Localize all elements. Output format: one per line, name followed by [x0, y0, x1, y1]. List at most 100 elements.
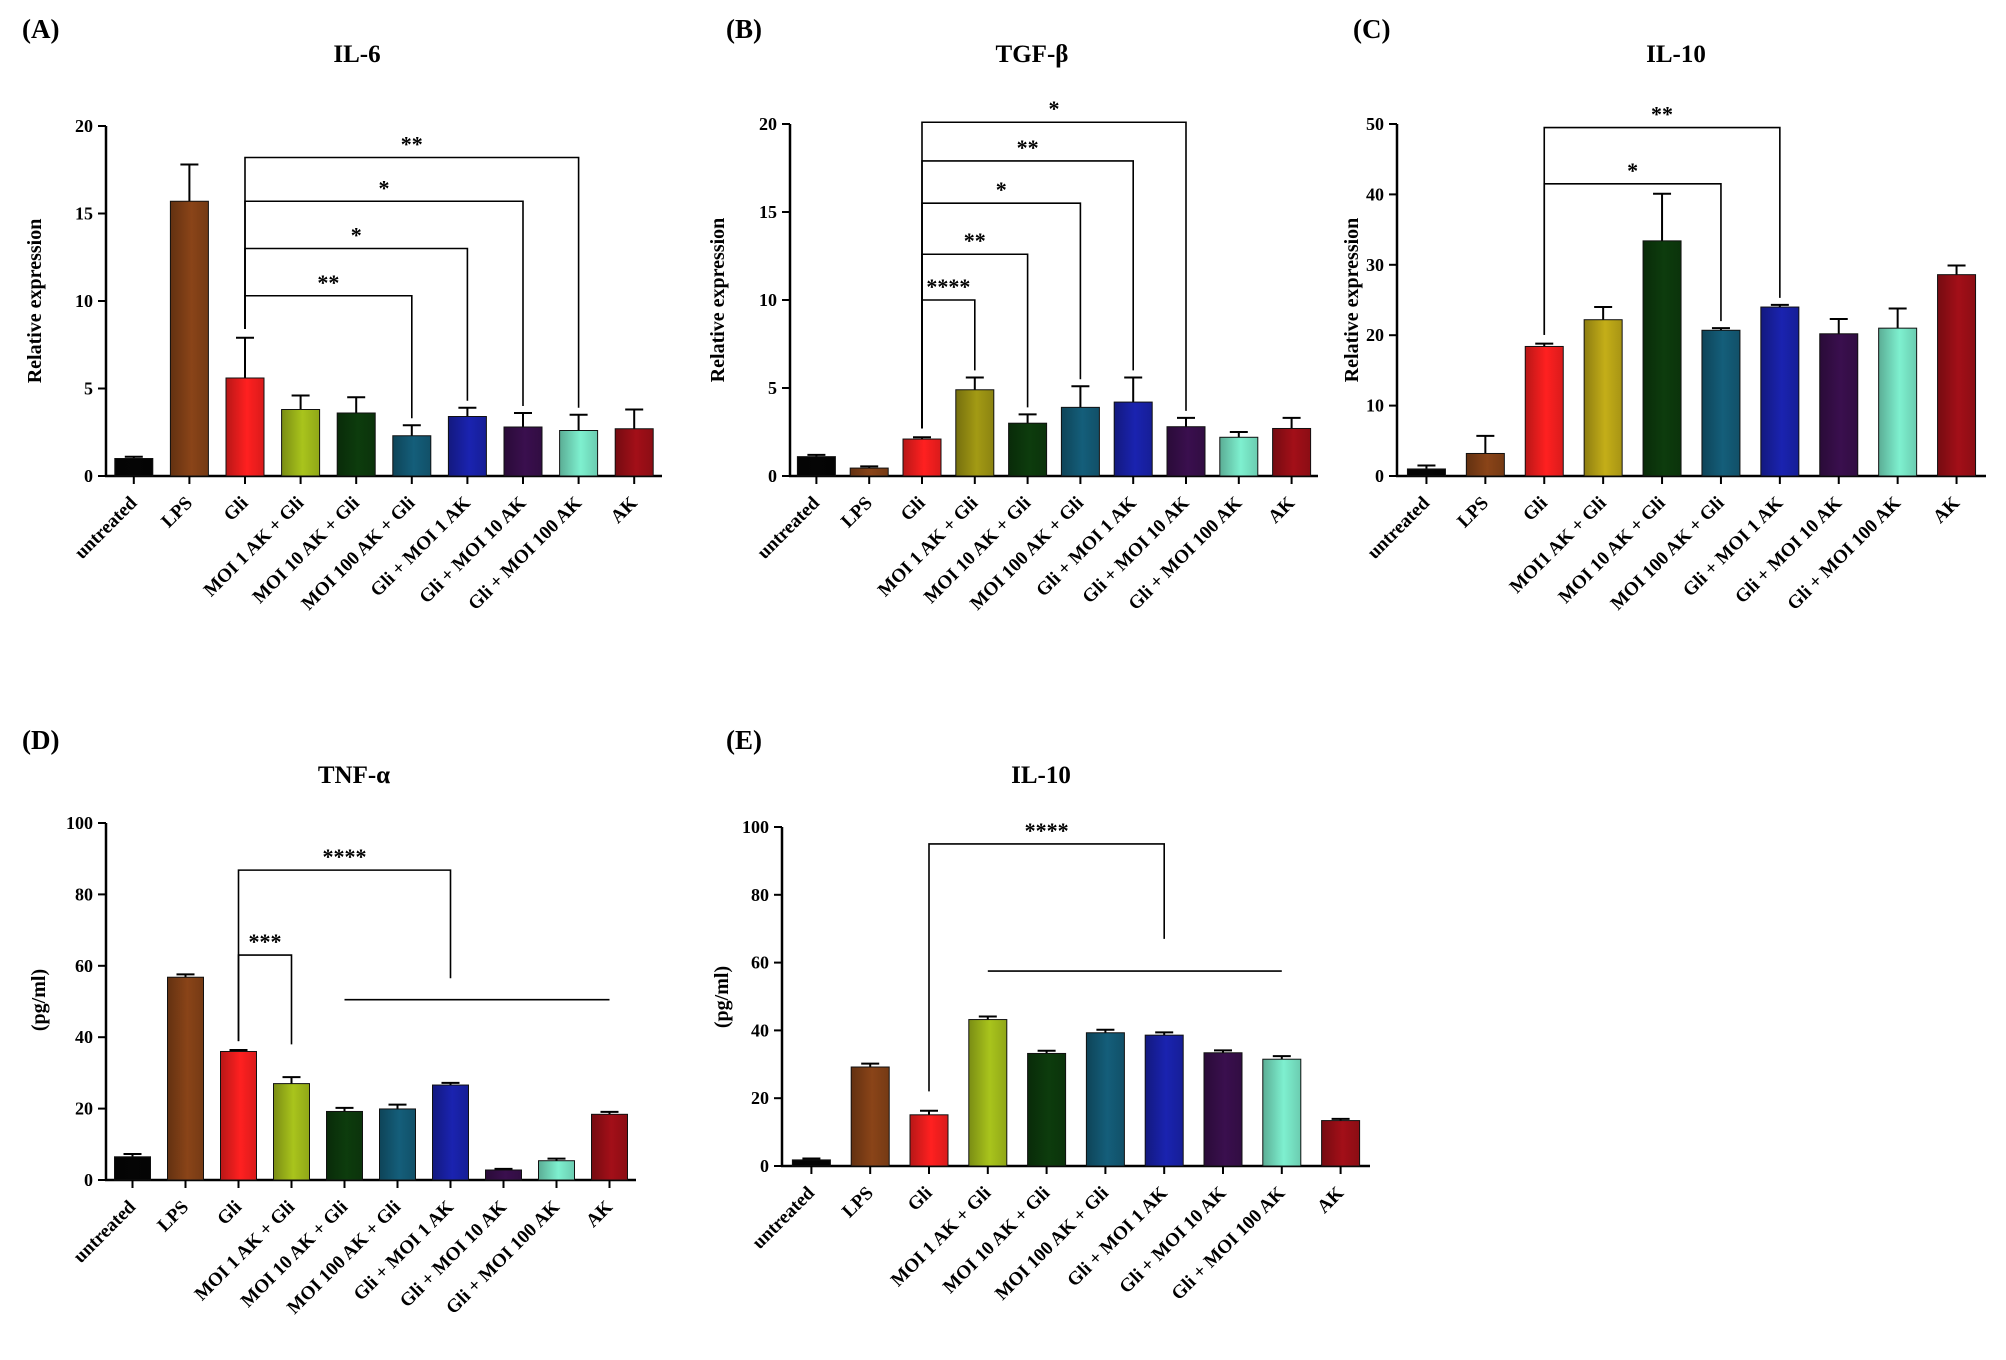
- x-tick-label: LPS: [154, 1197, 193, 1236]
- bar: [1583, 319, 1623, 477]
- bar: [902, 438, 942, 477]
- x-tick-label: MOI 100 AK + Gli: [1607, 493, 1729, 615]
- significance-label: ****: [1025, 818, 1069, 843]
- panel-e: (E) IL-10 (pg/ml) 0 20 40 60 80 100 untreated LPS G…: [711, 725, 1370, 1304]
- panel-b: (B) TGF-β Relative expression 0 5 10 15 20 untre…: [707, 14, 1318, 614]
- bar: [281, 409, 321, 477]
- significance-label: ****: [926, 274, 970, 299]
- bar: [1878, 327, 1918, 477]
- panel-c: (C) IL-10 Relative expression 0 10 20 30 40 50 un…: [1341, 14, 1986, 614]
- x-tick-label: untreated: [71, 492, 142, 563]
- y-tick-label: 10: [75, 291, 93, 311]
- x-tick-label: AK: [582, 1197, 617, 1232]
- y-tick-label: 10: [759, 290, 777, 310]
- x-tick-label: untreated: [69, 1196, 140, 1267]
- significance-bracket: [237, 954, 293, 1045]
- x-tick-label: Gli: [897, 493, 930, 526]
- significance-label: **: [1017, 135, 1039, 160]
- significance-bracket: [921, 202, 1082, 429]
- x-tick-label: LPS: [838, 1183, 877, 1222]
- y-tick-label: 50: [1366, 114, 1384, 134]
- x-tick-label: Gli + MOI 100 AK: [1168, 1183, 1290, 1305]
- y-tick-label: 5: [768, 378, 777, 398]
- y-tick-label: 0: [760, 1156, 769, 1176]
- bar: [1203, 1052, 1243, 1167]
- bar: [503, 426, 543, 477]
- y-axis-label: Relative expression: [707, 218, 729, 383]
- bar: [614, 428, 654, 477]
- x-tick-label: AK: [1264, 493, 1299, 528]
- bar: [1272, 427, 1312, 477]
- significance-label: ****: [323, 844, 367, 869]
- bar: [167, 976, 204, 1181]
- bar: [791, 1159, 831, 1167]
- chart-title: TNF-α: [318, 762, 390, 789]
- x-tick-label: Gli + MOI 10 AK: [1115, 1183, 1230, 1298]
- bar: [273, 1083, 310, 1181]
- bar: [1524, 345, 1564, 477]
- x-tick-label: MOI 10 AK + Gli: [939, 1183, 1054, 1298]
- y-tick-label: 15: [759, 202, 777, 222]
- x-tick-label: untreated: [1363, 492, 1434, 563]
- bar: [114, 1156, 151, 1181]
- y-tick-label: 60: [751, 953, 769, 973]
- significance-bracket: [244, 247, 469, 401]
- significance-bracket: [244, 294, 413, 419]
- x-tick-label: Gli: [213, 1197, 246, 1230]
- x-tick-label: LPS: [1453, 493, 1492, 532]
- significance-bracket: [244, 156, 580, 408]
- significance-bracket: [1543, 126, 1781, 335]
- panel-d: (D) TNF-α (pg/ml) 0 20 40 60 80 100 untreated LPS G…: [22, 725, 636, 1318]
- y-tick-label: 0: [1375, 466, 1384, 486]
- bar: [955, 389, 995, 477]
- x-tick-label: AK: [1929, 493, 1964, 528]
- y-tick-label: 40: [1366, 184, 1384, 204]
- y-tick-label: 20: [759, 114, 777, 134]
- bar: [485, 1169, 522, 1181]
- panel-letter: (E): [726, 725, 762, 755]
- bar: [968, 1019, 1008, 1167]
- bar: [1166, 426, 1206, 477]
- bar: [1701, 329, 1741, 477]
- y-tick-label: 0: [84, 466, 93, 486]
- x-tick-label: Gli + MOI 1 AK: [367, 493, 475, 601]
- significance-label: *: [996, 177, 1007, 202]
- x-tick-label: MOI 10 AK + Gli: [1555, 493, 1670, 608]
- significance-label: *: [1049, 96, 1060, 121]
- bar: [591, 1113, 628, 1181]
- x-tick-label: AK: [1313, 1183, 1348, 1218]
- x-tick-label: AK: [607, 493, 642, 528]
- y-tick-label: 80: [751, 885, 769, 905]
- y-tick-label: 40: [75, 1027, 93, 1047]
- bar: [1262, 1058, 1302, 1167]
- chart-title: IL-6: [333, 41, 380, 68]
- bar: [114, 458, 154, 477]
- bar: [169, 200, 209, 477]
- chart-title: TGF-β: [996, 41, 1069, 68]
- chart-title: IL-10: [1646, 41, 1706, 68]
- y-tick-label: 0: [84, 1170, 93, 1190]
- bar: [796, 456, 836, 477]
- bar: [392, 435, 432, 477]
- y-tick-label: 20: [1366, 325, 1384, 345]
- x-tick-label: LPS: [157, 493, 196, 532]
- bar: [849, 467, 889, 477]
- x-tick-label: Gli: [904, 1183, 937, 1216]
- significance-label: **: [317, 270, 339, 295]
- bar: [538, 1160, 575, 1181]
- significance-label: **: [401, 132, 423, 157]
- x-tick-label: MOI 1 AK + Gli: [200, 493, 308, 601]
- y-tick-label: 0: [768, 466, 777, 486]
- bar: [220, 1050, 257, 1181]
- y-tick-label: 100: [66, 813, 93, 833]
- y-tick-label: 20: [75, 116, 93, 136]
- y-tick-label: 5: [84, 379, 93, 399]
- x-tick-label: untreated: [748, 1182, 819, 1253]
- bar: [447, 416, 487, 477]
- panel-letter: (D): [22, 725, 59, 755]
- panel-letter: (A): [22, 14, 59, 44]
- bar: [1642, 240, 1682, 477]
- x-tick-label: Gli + MOI 1 AK: [1063, 1183, 1171, 1291]
- bar: [1465, 452, 1505, 477]
